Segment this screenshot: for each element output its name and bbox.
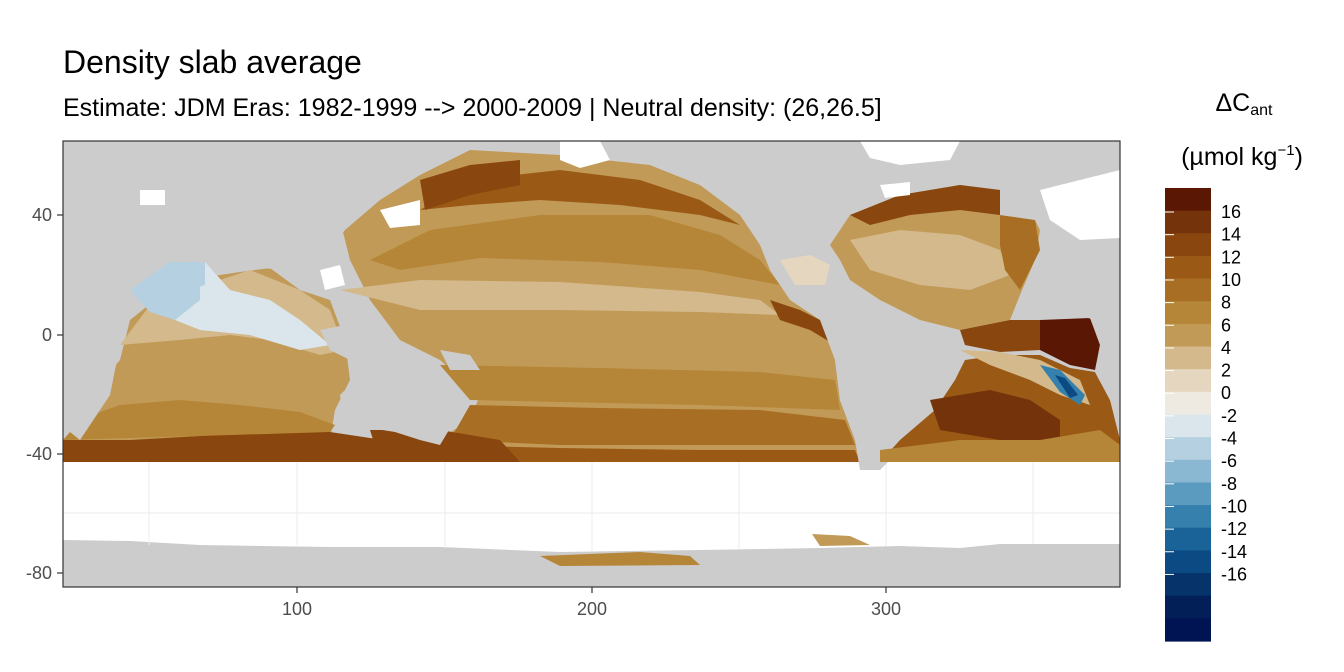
legend-swatch bbox=[1165, 573, 1211, 597]
legend-swatch bbox=[1165, 391, 1211, 416]
pacific-south-deep bbox=[450, 405, 855, 445]
legend-swatch bbox=[1165, 255, 1211, 280]
pacific-north-gyre bbox=[370, 215, 780, 285]
south-america bbox=[820, 315, 965, 470]
weddell-sea-strip bbox=[812, 534, 870, 546]
legend-swatch bbox=[1165, 346, 1211, 370]
legend-swatch bbox=[1165, 527, 1211, 551]
y-tick-label: -40 bbox=[26, 444, 52, 464]
y-tick-label: 0 bbox=[42, 325, 52, 345]
legend-label: 16 bbox=[1221, 202, 1241, 222]
indian-south-band bbox=[63, 432, 440, 462]
legend-label: -14 bbox=[1221, 542, 1247, 562]
legend-label: -10 bbox=[1221, 496, 1247, 516]
axis-ticks bbox=[57, 214, 887, 593]
legend-label: 4 bbox=[1221, 338, 1231, 358]
legend-label: -6 bbox=[1221, 451, 1237, 471]
legend-label: 14 bbox=[1221, 225, 1241, 245]
south-atlantic-light bbox=[960, 350, 1090, 405]
pacific-equatorial-lower bbox=[380, 310, 820, 350]
legend-swatch bbox=[1165, 459, 1211, 484]
pacific-south bbox=[440, 365, 840, 410]
pacific-equatorial bbox=[340, 280, 780, 315]
legend-label: -8 bbox=[1221, 474, 1237, 494]
legend-title: ΔCant bbox=[1215, 89, 1273, 119]
legend-swatch bbox=[1165, 550, 1211, 574]
indian-south-band2 bbox=[63, 400, 335, 440]
arctic-no-data bbox=[140, 141, 1120, 290]
equatorial-atlantic-dark bbox=[1040, 318, 1100, 370]
africa-east-side bbox=[1095, 340, 1120, 430]
legend-label: -12 bbox=[1221, 519, 1247, 539]
pacific-eastern-dark bbox=[770, 300, 835, 345]
map-panel bbox=[63, 141, 1120, 587]
australia bbox=[340, 368, 455, 445]
legend-colorbar bbox=[1165, 188, 1211, 642]
legend-swatch bbox=[1165, 301, 1211, 325]
gridlines bbox=[63, 462, 1120, 552]
gulf-of-mexico bbox=[780, 255, 830, 285]
gulf-of-guinea bbox=[960, 320, 1040, 352]
arabian-sea-blue bbox=[130, 262, 200, 320]
north-america bbox=[560, 141, 1000, 285]
x-tick-label: 300 bbox=[871, 599, 901, 619]
north-atlantic-gyre bbox=[850, 230, 1010, 290]
legend-swatch bbox=[1165, 414, 1211, 438]
legend-label: -4 bbox=[1221, 429, 1237, 449]
legend-swatch bbox=[1165, 323, 1211, 348]
legend-label: 0 bbox=[1221, 383, 1231, 403]
legend-swatch bbox=[1165, 278, 1211, 302]
x-tick-label: 200 bbox=[577, 599, 607, 619]
legend-swatch bbox=[1165, 482, 1211, 506]
map-subtitle: Estimate: JDM Eras: 1982-1999 --> 2000-2… bbox=[63, 94, 882, 122]
legend-label: 10 bbox=[1221, 270, 1241, 290]
map-title: Density slab average bbox=[63, 44, 362, 80]
legend-label: 12 bbox=[1221, 247, 1241, 267]
west-africa bbox=[1020, 255, 1120, 330]
south-atlantic-blue-core bbox=[1055, 375, 1078, 398]
legend-swatch bbox=[1165, 595, 1211, 619]
ross-sea-strip bbox=[540, 552, 700, 566]
legend-swatch bbox=[1165, 369, 1211, 393]
asia bbox=[150, 141, 420, 270]
red-sea-blue bbox=[175, 260, 205, 290]
legend-label: -2 bbox=[1221, 406, 1237, 426]
legend-unit: (µmol kg−1) bbox=[1181, 142, 1303, 171]
legend-swatch bbox=[1165, 210, 1211, 234]
legend-swatch bbox=[1165, 618, 1211, 642]
north-atlantic-subpolar bbox=[850, 185, 1000, 225]
legend-label: 6 bbox=[1221, 315, 1231, 335]
x-tick-label: 100 bbox=[282, 599, 312, 619]
indonesian-islands bbox=[320, 325, 480, 370]
legend-swatch bbox=[1165, 437, 1211, 461]
y-tick-label: 40 bbox=[32, 205, 52, 225]
south-atlantic-southern bbox=[880, 430, 1120, 462]
legend-label: -16 bbox=[1221, 564, 1247, 584]
y-tick-label: -80 bbox=[26, 563, 52, 583]
pacific-southern-band bbox=[440, 445, 860, 462]
south-atlantic-deep bbox=[930, 390, 1060, 440]
legend-swatch bbox=[1165, 505, 1211, 529]
tasman-band bbox=[370, 430, 520, 462]
legend-label: 8 bbox=[1221, 293, 1231, 313]
legend-swatch bbox=[1165, 233, 1211, 257]
africa bbox=[63, 141, 150, 440]
okhotsk-dark bbox=[420, 160, 520, 210]
legend-swatch bbox=[1165, 188, 1211, 212]
north-atlantic-east bbox=[1000, 215, 1040, 290]
legend-label: 2 bbox=[1221, 361, 1231, 381]
